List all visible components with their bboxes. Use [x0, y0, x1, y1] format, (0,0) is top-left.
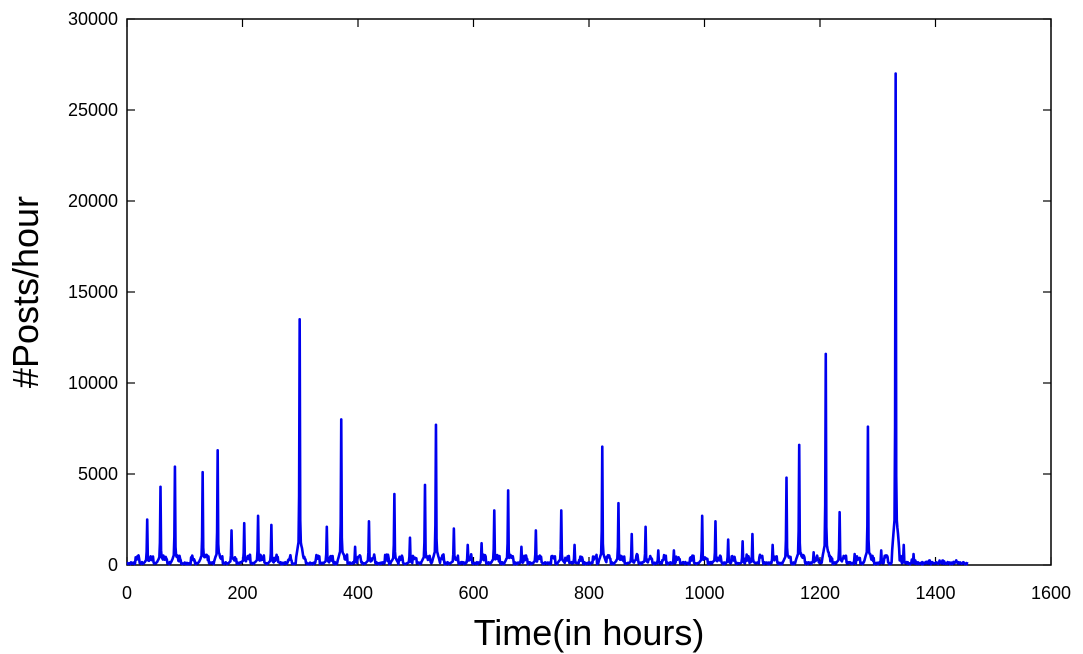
- x-axis-title: Time(in hours): [474, 612, 705, 653]
- y-tick-label: 15000: [68, 282, 118, 302]
- y-tick-label: 0: [108, 555, 118, 575]
- y-axis-title: #Posts/hour: [5, 196, 46, 388]
- y-tick-label: 25000: [68, 100, 118, 120]
- plot-area: [126, 18, 1052, 566]
- y-tick-label: 20000: [68, 191, 118, 211]
- y-tick-label: 10000: [68, 373, 118, 393]
- x-tick-label: 200: [227, 583, 257, 603]
- x-tick-label: 1400: [915, 583, 955, 603]
- x-tick-label: 1600: [1031, 583, 1071, 603]
- series-line-posts: [126, 72, 969, 566]
- y-tick-label: 5000: [78, 464, 118, 484]
- x-tick-label: 600: [458, 583, 488, 603]
- tick-labels: 0 200 400 600 800 1000 1200 1400 1600 0 5000 10000 1…: [68, 9, 1071, 603]
- x-tick-label: 800: [574, 583, 604, 603]
- x-tick-label: 400: [343, 583, 373, 603]
- x-tick-label: 1000: [684, 583, 724, 603]
- x-tick-label: 0: [122, 583, 132, 603]
- x-tick-label: 1200: [800, 583, 840, 603]
- y-tick-label: 30000: [68, 9, 118, 29]
